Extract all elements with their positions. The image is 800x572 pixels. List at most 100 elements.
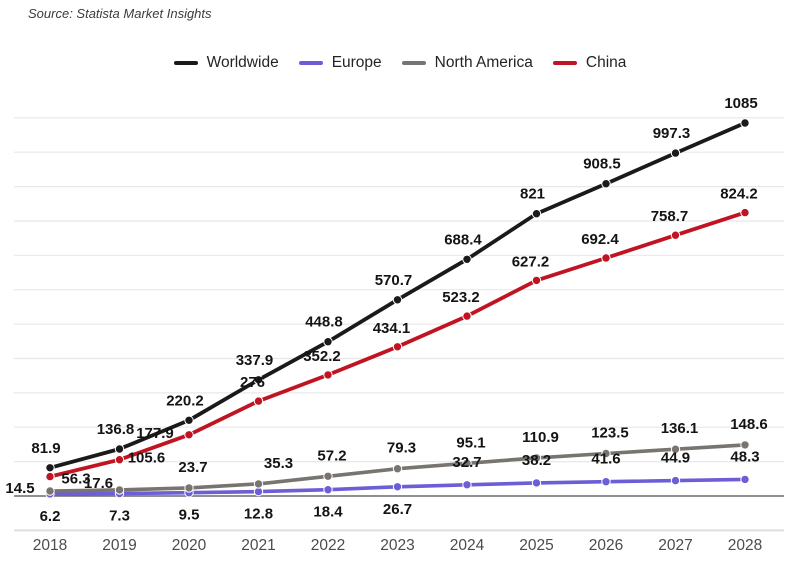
legend-item-label: Worldwide <box>206 54 279 71</box>
data-label-china: 824.2 <box>720 186 758 203</box>
legend-item-worldwide[interactable]: Worldwide <box>173 54 279 72</box>
data-point-worldwide <box>601 179 611 189</box>
data-point-china <box>45 471 55 482</box>
data-label-europe: 26.7 <box>383 501 412 518</box>
x-axis-label: 2024 <box>450 537 485 554</box>
data-point-china <box>462 311 472 321</box>
data-point-north-america <box>323 471 333 481</box>
data-point-north-america <box>601 448 611 459</box>
data-point-worldwide <box>462 254 472 265</box>
data-point-north-america <box>740 440 750 450</box>
data-point-china <box>670 230 681 240</box>
data-label-north-america: 17.6 <box>84 475 113 492</box>
data-label-china: 627.2 <box>512 253 550 270</box>
chart-legend: Worldwide Europe North America China <box>0 52 800 74</box>
data-point-worldwide <box>114 444 125 454</box>
legend-dash-icon <box>401 61 426 65</box>
legend-item-label: North America <box>434 54 533 71</box>
data-label-europe: 18.4 <box>313 504 343 521</box>
legend-item-label: Europe <box>331 54 382 71</box>
x-axis-label: 2018 <box>33 537 67 554</box>
x-axis-label: 2026 <box>589 537 623 554</box>
data-label-north-america: 79.3 <box>387 440 416 457</box>
data-label-europe: 32.7 <box>452 454 481 471</box>
data-point-worldwide <box>323 337 333 347</box>
data-label-worldwide: 997.3 <box>653 125 691 142</box>
legend-item-north-america[interactable]: North America <box>401 54 533 72</box>
data-label-north-america: 35.3 <box>264 455 293 472</box>
x-axis-label: 2022 <box>311 537 345 554</box>
data-point-worldwide <box>531 209 542 219</box>
data-point-north-america <box>531 453 542 463</box>
line-chart: 81.9 136.8 220.2 337.9 448.8 570.7 688.4 821 908… <box>5 95 784 554</box>
data-label-north-america: 123.5 <box>591 425 629 442</box>
data-point-north-america <box>670 444 681 454</box>
data-label-europe: 44.9 <box>661 450 690 467</box>
data-point-europe <box>531 478 542 488</box>
data-label-worldwide: 81.9 <box>31 440 60 457</box>
data-point-worldwide <box>392 295 403 305</box>
source-text: Source: Statista Market Insights <box>28 6 212 21</box>
data-point-worldwide <box>253 375 264 385</box>
data-point-europe <box>601 477 611 487</box>
data-point-europe <box>392 482 403 492</box>
data-label-north-america: 23.7 <box>178 459 207 476</box>
data-point-china <box>323 370 333 380</box>
data-point-europe <box>253 486 264 497</box>
data-label-china: 352.2 <box>303 348 341 365</box>
data-label-china: 692.4 <box>581 231 619 248</box>
data-point-worldwide <box>184 415 194 425</box>
legend-dash-icon <box>298 61 323 65</box>
legend-item-china[interactable]: China <box>552 54 627 72</box>
x-axis-label: 2028 <box>728 537 762 554</box>
data-label-worldwide: 136.8 <box>97 421 135 438</box>
data-point-north-america <box>184 483 194 493</box>
legend-item-europe[interactable]: Europe <box>298 54 382 72</box>
data-point-china <box>184 430 194 440</box>
data-label-worldwide: 220.2 <box>166 392 204 409</box>
data-label-north-america: 57.2 <box>317 447 346 464</box>
data-point-china <box>114 455 125 465</box>
data-label-china: 177.9 <box>136 425 174 442</box>
data-point-china <box>392 342 403 352</box>
data-point-north-america <box>45 486 55 496</box>
data-label-europe: 9.5 <box>179 507 200 524</box>
data-point-europe <box>323 485 333 495</box>
x-axis-label: 2025 <box>519 537 553 554</box>
data-label-china: 276 <box>240 374 265 391</box>
x-axis-label: 2021 <box>241 537 275 554</box>
data-label-europe: 6.2 <box>40 508 61 525</box>
data-label-north-america: 136.1 <box>661 420 699 437</box>
legend-item-label: China <box>585 54 627 71</box>
data-label-china: 758.7 <box>651 208 689 225</box>
data-point-china <box>601 253 611 263</box>
legend-dash-icon <box>173 61 198 65</box>
data-label-europe: 7.3 <box>109 508 130 525</box>
data-label-europe: 38.2 <box>522 452 551 469</box>
data-label-north-america: 95.1 <box>456 434 485 451</box>
data-point-europe <box>670 475 681 486</box>
data-point-europe <box>462 480 472 490</box>
data-label-china: 56.3 <box>61 471 90 488</box>
data-label-worldwide: 908.5 <box>583 156 621 173</box>
data-point-north-america <box>114 485 125 495</box>
data-point-europe <box>740 474 750 485</box>
data-label-worldwide: 1085 <box>724 95 757 112</box>
data-label-worldwide: 688.4 <box>444 231 482 248</box>
data-point-north-america <box>253 479 264 489</box>
data-label-north-america: 110.9 <box>522 429 559 446</box>
data-label-china: 523.2 <box>442 289 480 306</box>
data-label-europe: 48.3 <box>730 448 759 465</box>
data-label-europe: 41.6 <box>591 451 620 468</box>
data-label-worldwide: 448.8 <box>305 314 343 331</box>
data-point-north-america <box>462 458 472 468</box>
legend-dash-icon <box>552 61 577 65</box>
data-label-north-america: 14.5 <box>5 480 34 497</box>
data-point-china <box>253 396 264 406</box>
data-label-worldwide: 337.9 <box>236 352 274 369</box>
data-point-worldwide <box>740 118 750 128</box>
data-label-europe: 12.8 <box>244 506 273 523</box>
data-label-worldwide: 570.7 <box>375 272 413 289</box>
data-label-china: 434.1 <box>373 320 411 337</box>
x-axis-label: 2020 <box>172 537 207 554</box>
